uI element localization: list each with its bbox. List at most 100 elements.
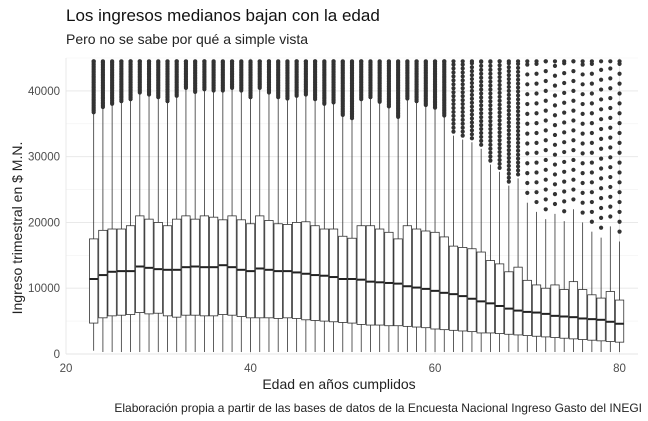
box-iqr bbox=[467, 248, 477, 333]
outlier-point bbox=[248, 59, 253, 64]
box-iqr bbox=[172, 218, 182, 318]
outlier-point bbox=[469, 96, 475, 101]
box-iqr bbox=[310, 225, 320, 321]
outlier-point bbox=[589, 91, 594, 96]
outlier-point bbox=[525, 72, 530, 77]
outlier-point bbox=[497, 86, 502, 92]
outlier-point bbox=[266, 59, 272, 64]
outlier-point bbox=[515, 124, 521, 130]
outlier-point bbox=[525, 62, 530, 67]
outlier-point bbox=[506, 76, 511, 82]
outlier-point bbox=[479, 119, 484, 124]
outlier-point bbox=[562, 100, 567, 105]
y-tick-label: 0 bbox=[54, 349, 60, 361]
outlier-point bbox=[552, 142, 558, 147]
outlier-point bbox=[608, 155, 613, 160]
outlier-point bbox=[414, 59, 419, 64]
outlier-point bbox=[534, 160, 539, 165]
outlier-point bbox=[543, 147, 548, 153]
outlier-point bbox=[469, 136, 475, 141]
outlier-point bbox=[460, 59, 465, 64]
outlier-point bbox=[515, 81, 521, 86]
box-iqr bbox=[476, 251, 486, 334]
outlier-point bbox=[479, 87, 484, 92]
box-iqr bbox=[144, 218, 154, 315]
outlier-point bbox=[525, 101, 530, 107]
outlier-point bbox=[276, 59, 281, 64]
outlier-point bbox=[525, 92, 530, 97]
outlier-point bbox=[534, 59, 539, 64]
box-iqr bbox=[458, 247, 468, 332]
outlier-point bbox=[617, 81, 622, 86]
outlier-point bbox=[515, 65, 521, 70]
outlier-point bbox=[534, 170, 539, 175]
outlier-point bbox=[488, 103, 493, 108]
outlier-point bbox=[571, 167, 576, 172]
outlier-point bbox=[460, 113, 465, 118]
outlier-point bbox=[617, 111, 622, 116]
outlier-point bbox=[608, 214, 613, 219]
outlier-point bbox=[608, 165, 613, 170]
outlier-point bbox=[598, 196, 604, 201]
outlier-point bbox=[506, 179, 511, 184]
outlier-point bbox=[534, 180, 539, 185]
outlier-point bbox=[562, 169, 567, 174]
outlier-point bbox=[580, 111, 585, 117]
outlier-point bbox=[506, 88, 511, 93]
outlier-point bbox=[525, 180, 530, 186]
box-iqr bbox=[504, 271, 514, 335]
outlier-point bbox=[497, 110, 502, 115]
box-iqr bbox=[255, 215, 265, 319]
x-tick-label: 40 bbox=[244, 363, 257, 375]
outlier-point bbox=[479, 75, 484, 80]
outlier-point bbox=[580, 62, 585, 67]
outlier-point bbox=[460, 97, 465, 103]
outlier-point bbox=[479, 142, 484, 147]
outlier-point bbox=[506, 147, 511, 153]
outlier-point bbox=[552, 122, 558, 128]
outlier-point bbox=[562, 71, 567, 76]
outlier-point bbox=[497, 157, 502, 163]
outlier-point bbox=[506, 155, 511, 161]
outlier-point bbox=[506, 120, 511, 125]
box-iqr bbox=[89, 238, 99, 324]
outlier-point bbox=[515, 85, 521, 90]
outlier-point bbox=[497, 130, 502, 135]
outlier-point bbox=[479, 130, 484, 136]
outlier-point bbox=[562, 149, 567, 155]
outlier-point bbox=[506, 73, 511, 78]
outlier-point bbox=[543, 128, 548, 133]
outlier-point bbox=[488, 71, 493, 76]
outlier-point bbox=[451, 59, 456, 64]
box-iqr bbox=[292, 222, 302, 319]
outlier-point bbox=[515, 156, 521, 161]
box-iqr bbox=[541, 287, 551, 338]
outlier-point bbox=[598, 107, 604, 112]
outlier-point bbox=[497, 94, 502, 99]
outlier-point bbox=[552, 201, 558, 207]
outlier-point bbox=[479, 138, 484, 143]
box-iqr bbox=[439, 236, 449, 331]
outlier-point bbox=[608, 125, 613, 130]
outlier-point bbox=[608, 86, 613, 91]
outlier-point bbox=[128, 59, 133, 64]
outlier-point bbox=[580, 121, 585, 126]
outlier-point bbox=[506, 108, 511, 113]
outlier-point bbox=[479, 63, 484, 68]
outlier-point bbox=[525, 82, 530, 87]
outlier-point bbox=[571, 118, 576, 123]
outlier-point bbox=[552, 113, 558, 118]
outlier-point bbox=[515, 164, 521, 169]
outlier-point bbox=[469, 59, 475, 64]
outlier-point bbox=[451, 117, 456, 122]
outlier-point bbox=[617, 150, 622, 155]
outlier-point bbox=[515, 152, 521, 157]
outlier-point bbox=[479, 134, 484, 140]
outlier-point bbox=[479, 107, 484, 112]
outlier-point bbox=[580, 141, 585, 146]
outlier-point bbox=[617, 71, 622, 76]
outlier-point bbox=[580, 151, 585, 156]
outlier-point bbox=[488, 158, 493, 163]
box-iqr bbox=[218, 219, 228, 315]
outlier-point bbox=[451, 70, 456, 75]
